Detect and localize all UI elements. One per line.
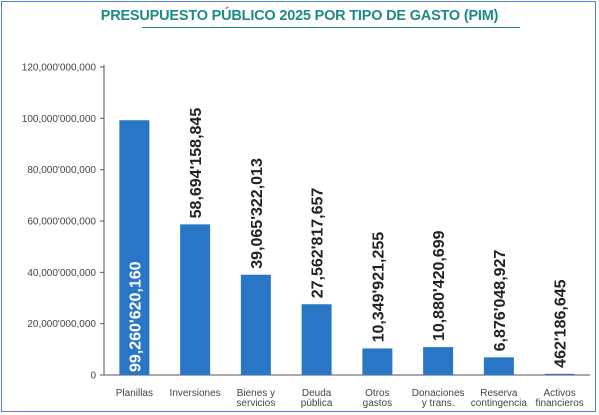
x-category-label: pública [301,398,333,409]
y-tick-label: 100,000'000,000 [22,114,97,125]
bar-value-label: 58,694'158,845 [188,108,205,219]
bar [362,348,393,375]
x-category-label: Activos [544,388,576,399]
y-tick-label: 60,000'000,000 [27,217,96,228]
bar [119,120,150,375]
x-category-label: Deuda [302,388,332,399]
y-tick-label: 120,000'000,000 [22,63,97,74]
bar [483,357,514,375]
bar-value-label: 99,260'620,160 [127,261,144,372]
chart-title: PRESUPUESTO PÚBLICO 2025 POR TIPO DE GAS… [100,8,499,24]
x-category-label: financieros [535,398,583,409]
y-tick-label: 40,000'000,000 [27,268,96,279]
bar-value-label: 39,065'322,013 [249,158,266,269]
x-category-label: Bienes y [237,388,275,399]
x-category-label: Otros [365,388,389,399]
y-tick-label: 20,000'000,000 [27,319,96,330]
bar-value-label: 10,880'420,699 [431,230,448,341]
bar [544,373,575,375]
x-category-label: y trans. [422,398,455,409]
bar [423,347,454,375]
x-category-label: Reserva [480,388,518,399]
bar [301,304,332,375]
y-tick-label: 80,000'000,000 [27,165,96,176]
x-category-label: Planillas [116,388,153,399]
title-underline [142,27,520,28]
bar [180,224,211,375]
x-category-label: Donaciones [412,388,465,399]
bar-value-label: 462'186,645 [553,279,570,367]
bar [240,274,271,375]
x-category-label: servicios [236,398,275,409]
x-category-label: Inversiones [170,388,221,399]
x-category-label: gastos [363,398,392,409]
x-category-label: contingencia [471,398,528,409]
bar-value-label: 27,562'817,657 [310,188,327,299]
y-tick-label: 0 [90,371,96,382]
bar-value-label: 6,876'048,927 [492,250,509,352]
bar-value-label: 10,349'921,255 [370,232,387,343]
